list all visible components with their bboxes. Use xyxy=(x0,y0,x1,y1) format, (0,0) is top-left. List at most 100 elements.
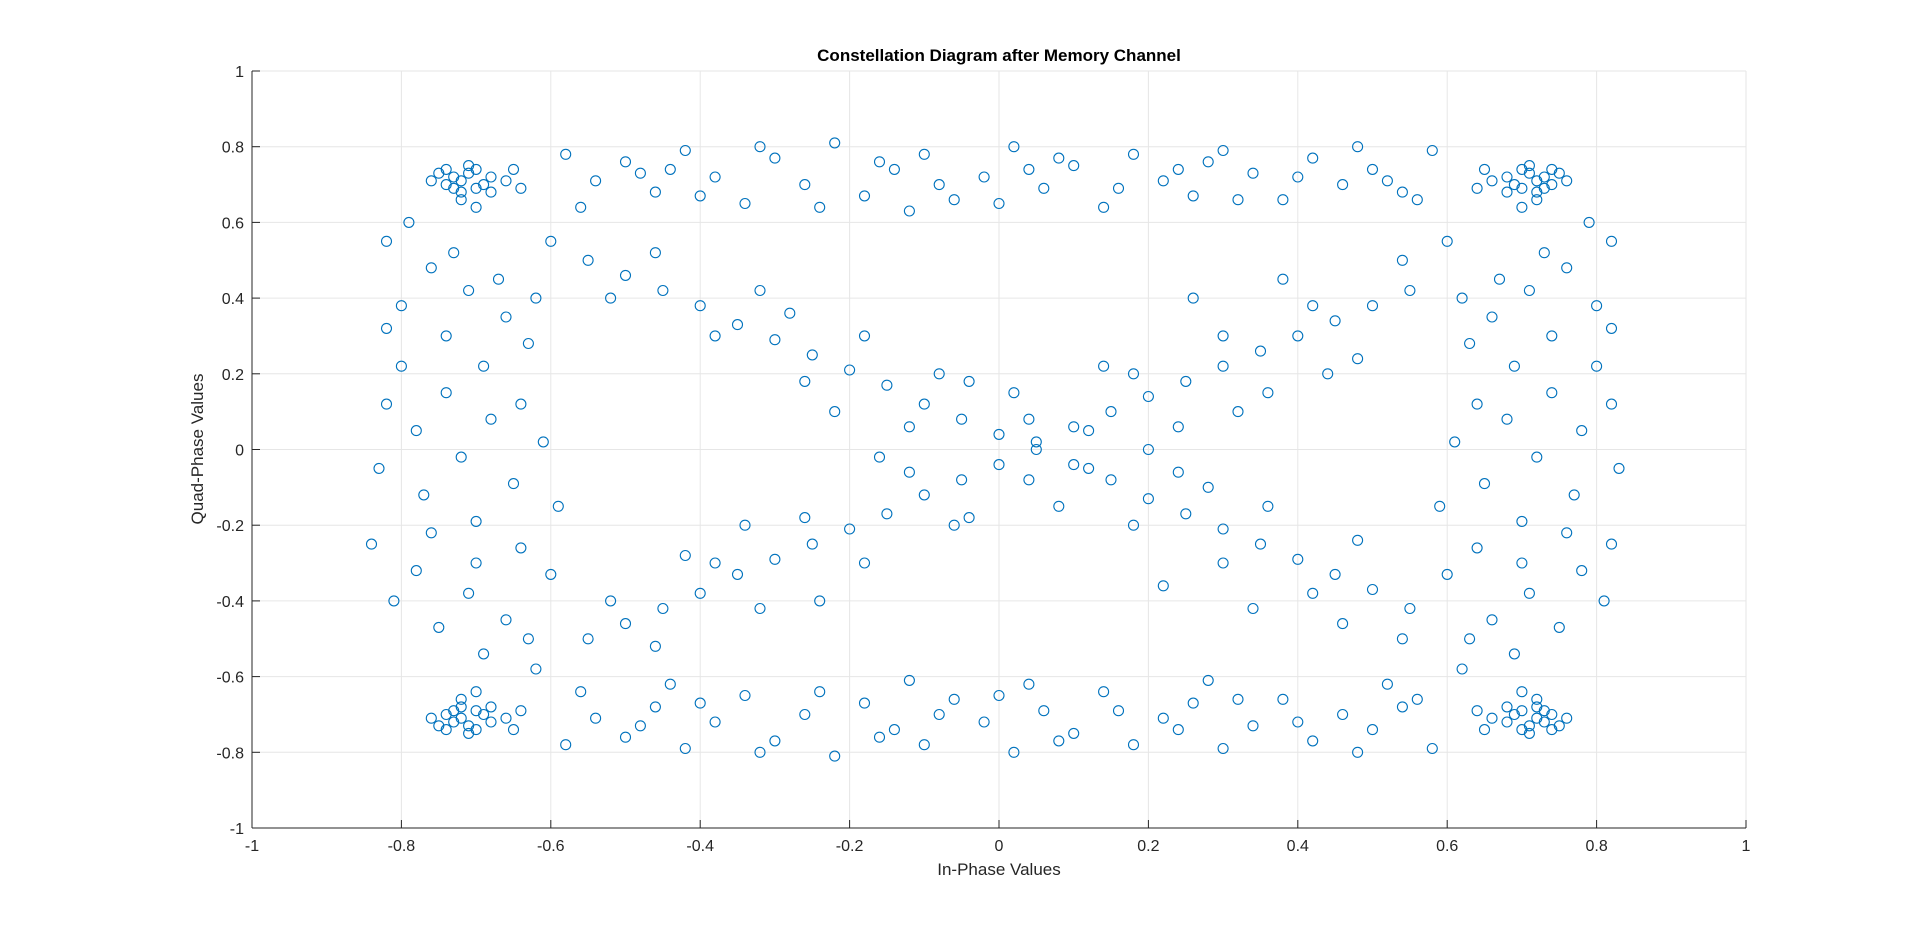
constellation-point xyxy=(873,451,886,463)
constellation-point xyxy=(814,686,826,698)
constellation-point xyxy=(470,705,482,717)
constellation-point xyxy=(1538,182,1550,194)
constellation-point xyxy=(1127,519,1140,531)
constellation-point xyxy=(1187,292,1199,304)
constellation-point xyxy=(1292,330,1304,342)
constellation-point xyxy=(619,731,632,743)
constellation-point xyxy=(485,186,497,198)
constellation-point xyxy=(1157,580,1169,592)
constellation-point xyxy=(918,148,930,160)
constellation-point xyxy=(1546,163,1558,175)
constellation-point xyxy=(1583,216,1595,228)
constellation-point xyxy=(463,727,475,739)
constellation-point xyxy=(1538,247,1550,259)
constellation-point xyxy=(1053,735,1065,747)
constellation-point xyxy=(1202,481,1214,493)
constellation-point xyxy=(664,163,676,175)
x-tick-label: 0.6 xyxy=(1436,838,1458,855)
constellation-point xyxy=(1337,618,1349,630)
constellation-point xyxy=(1172,466,1184,478)
constellation-point xyxy=(1546,330,1558,342)
constellation-point xyxy=(1172,421,1184,433)
constellation-point xyxy=(1202,156,1214,168)
constellation-point xyxy=(619,269,632,281)
constellation-point xyxy=(1411,194,1423,206)
constellation-point xyxy=(485,171,497,183)
constellation-point xyxy=(1053,152,1065,164)
constellation-point xyxy=(575,686,587,698)
x-tick-label: -0.8 xyxy=(388,838,416,855)
constellation-point xyxy=(903,421,915,433)
constellation-point xyxy=(1486,175,1498,187)
constellation-point xyxy=(769,553,781,565)
constellation-point xyxy=(963,375,975,387)
constellation-point xyxy=(694,300,706,312)
constellation-point xyxy=(507,478,520,490)
constellation-point xyxy=(1493,273,1506,285)
constellation-point xyxy=(1068,160,1080,172)
constellation-point xyxy=(956,474,968,486)
constellation-point xyxy=(679,144,691,157)
constellation-point xyxy=(933,368,945,380)
constellation-point xyxy=(1247,602,1259,615)
constellation-point xyxy=(933,179,945,191)
constellation-point xyxy=(485,413,497,425)
constellation-point xyxy=(1023,163,1035,175)
constellation-point xyxy=(829,750,841,762)
constellation-point xyxy=(1591,300,1603,312)
constellation-point xyxy=(1008,387,1020,399)
constellation-point xyxy=(1605,322,1618,334)
constellation-point xyxy=(470,557,482,569)
constellation-point xyxy=(1516,201,1528,213)
constellation-point xyxy=(873,731,886,743)
constellation-point xyxy=(679,742,691,755)
constellation-point xyxy=(1142,390,1154,403)
constellation-point xyxy=(1352,353,1364,365)
constellation-point xyxy=(739,689,751,702)
constellation-point xyxy=(1531,693,1543,705)
constellation-point xyxy=(1486,614,1498,626)
constellation-point xyxy=(440,387,452,399)
constellation-point xyxy=(1202,674,1214,686)
constellation-point xyxy=(649,247,661,259)
constellation-point xyxy=(888,724,900,736)
constellation-point xyxy=(1232,693,1244,705)
constellation-point xyxy=(1098,201,1110,213)
constellation-point xyxy=(560,739,572,751)
constellation-point xyxy=(1396,701,1408,713)
constellation-point xyxy=(440,330,452,342)
constellation-point xyxy=(1523,284,1535,297)
constellation-point xyxy=(881,379,893,391)
constellation-point xyxy=(754,746,766,758)
constellation-point xyxy=(1561,712,1573,724)
constellation-point xyxy=(1478,724,1491,736)
constellation-point xyxy=(1426,742,1438,755)
constellation-point xyxy=(619,618,632,630)
constellation-point xyxy=(784,307,796,319)
constellation-point xyxy=(395,300,407,312)
constellation-point xyxy=(455,451,467,463)
constellation-point xyxy=(1217,144,1229,157)
constellation-point xyxy=(530,663,542,675)
constellation-point xyxy=(754,602,766,615)
constellation-point xyxy=(806,349,818,361)
constellation-point xyxy=(1247,720,1259,732)
constellation-point xyxy=(1501,716,1513,728)
constellation-point xyxy=(1232,406,1244,418)
constellation-point xyxy=(918,739,930,751)
constellation-point xyxy=(582,633,594,645)
constellation-point xyxy=(1501,186,1513,198)
constellation-point xyxy=(1172,724,1184,736)
constellation-point xyxy=(605,595,617,607)
constellation-point xyxy=(873,156,886,168)
constellation-point xyxy=(515,705,527,717)
constellation-point xyxy=(1531,451,1543,463)
constellation-point xyxy=(380,398,393,410)
constellation-point xyxy=(470,182,482,194)
constellation-point xyxy=(754,141,766,153)
constellation-point xyxy=(903,466,915,478)
constellation-point xyxy=(1232,194,1244,206)
constellation-point xyxy=(575,201,587,213)
constellation-point xyxy=(1516,686,1528,698)
